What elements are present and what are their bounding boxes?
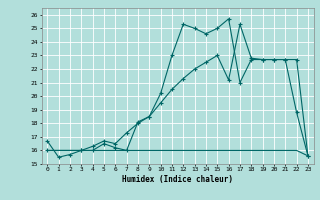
- X-axis label: Humidex (Indice chaleur): Humidex (Indice chaleur): [122, 175, 233, 184]
